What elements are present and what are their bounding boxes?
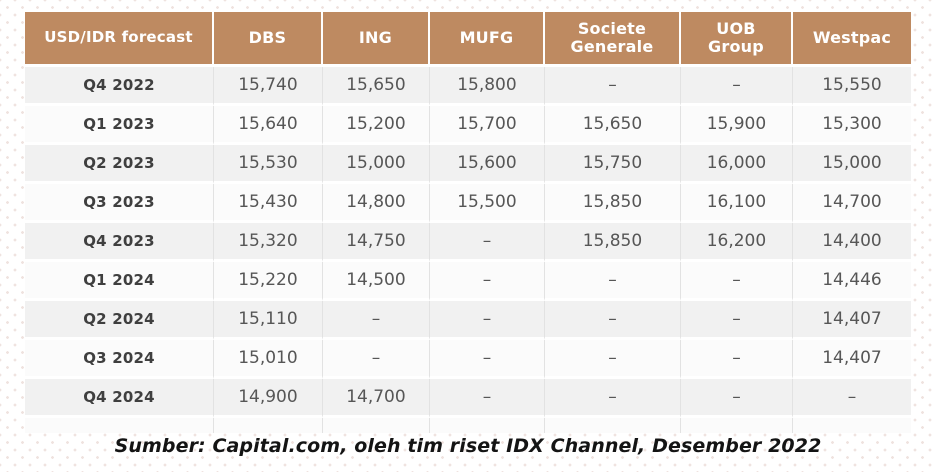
table-body: Q4 2022 15,740 15,650 15,800– –15,550 Q1 2023… xyxy=(25,67,911,433)
forecast-value: 15,800 xyxy=(429,67,545,106)
table-header: USD/IDR forecast DBS ING MUFG Societe Genera… xyxy=(25,12,911,67)
forecast-value: – xyxy=(322,301,430,340)
forecast-value: – xyxy=(792,379,911,418)
forecast-value: 14,446 xyxy=(792,262,911,301)
forecast-value: 14,900 xyxy=(213,379,323,418)
forecast-value: 15,740 xyxy=(213,67,323,106)
forecast-value: 15,010 xyxy=(213,340,323,379)
quarter-label: Q1 2024 xyxy=(25,262,214,301)
forecast-value: 15,500 xyxy=(429,184,545,223)
empty-cell xyxy=(322,418,430,433)
column-header-ing: ING xyxy=(322,12,430,67)
empty-cell xyxy=(792,418,911,433)
forecast-value: 15,850 xyxy=(544,223,681,262)
forecast-value: – xyxy=(429,340,545,379)
forecast-value: – xyxy=(680,262,793,301)
forecast-value: 15,750 xyxy=(544,145,681,184)
table-row: Q4 2024 14,900 14,700– – – – xyxy=(25,379,911,418)
forecast-value: 14,400 xyxy=(792,223,911,262)
forecast-value: 14,407 xyxy=(792,340,911,379)
quarter-label: Q3 2024 xyxy=(25,340,214,379)
clipped-row xyxy=(25,418,911,433)
forecast-value: 14,500 xyxy=(322,262,430,301)
forecast-value: 15,650 xyxy=(544,106,681,145)
forecast-value: 15,000 xyxy=(792,145,911,184)
quarter-label: Q1 2023 xyxy=(25,106,214,145)
forecast-value: 14,750 xyxy=(322,223,430,262)
forecast-value: 15,650 xyxy=(322,67,430,106)
forecast-value: 15,850 xyxy=(544,184,681,223)
quarter-label: Q2 2024 xyxy=(25,301,214,340)
empty-cell xyxy=(680,418,793,433)
forecast-value: 16,000 xyxy=(680,145,793,184)
source-attribution: Sumber: Capital.com, oleh tim riset IDX … xyxy=(114,435,822,457)
forecast-value: 15,430 xyxy=(213,184,323,223)
table-row: Q2 2023 15,530 15,000 15,600 15,750 16,000 15,… xyxy=(25,145,911,184)
forecast-value: 15,900 xyxy=(680,106,793,145)
quarter-label: Q2 2023 xyxy=(25,145,214,184)
empty-cell xyxy=(544,418,681,433)
forecast-value: 16,100 xyxy=(680,184,793,223)
forecast-value: 15,000 xyxy=(322,145,430,184)
forecast-value: – xyxy=(544,340,681,379)
forecast-value: 15,600 xyxy=(429,145,545,184)
forecast-value: 15,300 xyxy=(792,106,911,145)
column-header-dbs: DBS xyxy=(213,12,323,67)
empty-cell xyxy=(25,418,214,433)
header-row: USD/IDR forecast DBS ING MUFG Societe Genera… xyxy=(25,12,911,67)
column-header-uob-group: UOB Group xyxy=(680,12,793,67)
table-row: Q2 2024 15,110– – – –14,407 xyxy=(25,301,911,340)
forecast-value: – xyxy=(680,301,793,340)
quarter-label: Q4 2022 xyxy=(25,67,214,106)
forecast-table-container: USD/IDR forecast DBS ING MUFG Societe Genera… xyxy=(25,12,911,433)
empty-cell xyxy=(213,418,323,433)
forecast-value: 15,110 xyxy=(213,301,323,340)
empty-cell xyxy=(429,418,545,433)
usd-idr-forecast-table: USD/IDR forecast DBS ING MUFG Societe Genera… xyxy=(25,12,911,433)
forecast-value: – xyxy=(429,379,545,418)
forecast-value: 14,700 xyxy=(322,379,430,418)
forecast-value: – xyxy=(429,262,545,301)
quarter-label: Q3 2023 xyxy=(25,184,214,223)
forecast-value: 15,220 xyxy=(213,262,323,301)
forecast-value: 14,800 xyxy=(322,184,430,223)
column-header-societe-generale: Societe Generale xyxy=(544,12,681,67)
forecast-value: 15,550 xyxy=(792,67,911,106)
forecast-value: – xyxy=(544,67,681,106)
table-row: Q3 2024 15,010– – – –14,407 xyxy=(25,340,911,379)
forecast-value: 16,200 xyxy=(680,223,793,262)
forecast-value: – xyxy=(680,67,793,106)
forecast-value: – xyxy=(429,301,545,340)
forecast-value: – xyxy=(544,379,681,418)
column-header-mufg: MUFG xyxy=(429,12,545,67)
forecast-value: – xyxy=(544,301,681,340)
forecast-value: – xyxy=(429,223,545,262)
forecast-value: 15,700 xyxy=(429,106,545,145)
table-row: Q3 2023 15,430 14,800 15,500 15,850 16,100 14,… xyxy=(25,184,911,223)
table-row: Q4 2022 15,740 15,650 15,800– –15,550 xyxy=(25,67,911,106)
forecast-value: – xyxy=(322,340,430,379)
forecast-value: 15,200 xyxy=(322,106,430,145)
forecast-value: 14,700 xyxy=(792,184,911,223)
forecast-value: – xyxy=(544,262,681,301)
forecast-value: 15,320 xyxy=(213,223,323,262)
quarter-label: Q4 2023 xyxy=(25,223,214,262)
column-header-westpac: Westpac xyxy=(792,12,911,67)
forecast-value: 15,640 xyxy=(213,106,323,145)
forecast-value: 15,530 xyxy=(213,145,323,184)
table-row: Q1 2024 15,220 14,500– – –14,446 xyxy=(25,262,911,301)
table-row: Q4 2023 15,320 14,750–15,850 16,200 14,400 xyxy=(25,223,911,262)
quarter-label: Q4 2024 xyxy=(25,379,214,418)
forecast-value: – xyxy=(680,379,793,418)
forecast-value: 14,407 xyxy=(792,301,911,340)
forecast-value: – xyxy=(680,340,793,379)
column-header-usd-idr-forecast: USD/IDR forecast xyxy=(25,12,214,67)
table-row: Q1 2023 15,640 15,200 15,700 15,650 15,900 15,… xyxy=(25,106,911,145)
